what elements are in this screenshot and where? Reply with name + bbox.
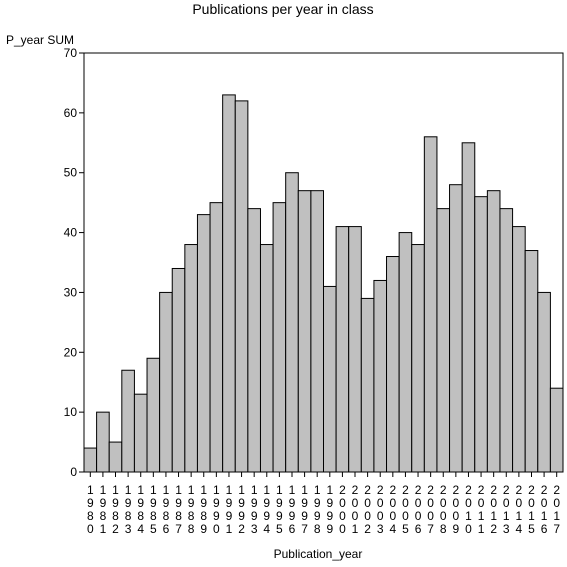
y-tick-label: 50: [64, 166, 78, 180]
bar-1998: [310, 190, 325, 473]
bar-2009: [449, 184, 463, 473]
y-axis-ticks: 0 10 20 30 40 50 60 70: [64, 46, 84, 479]
bar-2012: [486, 190, 501, 473]
bar-1980: [83, 447, 98, 473]
bar-2004: [386, 256, 400, 473]
bar-1981: [96, 411, 110, 473]
bar-1995: [272, 202, 287, 473]
bar-1999: [323, 285, 337, 473]
y-tick-label: 40: [64, 226, 78, 240]
bar-1985: [146, 357, 161, 473]
y-tick-label: 70: [64, 46, 78, 60]
x-axis-ticks: 1 9 8 0 1 9 8 1 1 9 8 2 1 9 8 3 1 9 8 4 1 9 8 5 1 9 8 6 1 9 8 7 1 9 8 8 1 9 8 9…: [87, 472, 560, 536]
bar-2011: [474, 196, 488, 473]
bar-1997: [297, 190, 312, 473]
bar-2007: [423, 136, 438, 473]
bar-2015: [524, 250, 539, 473]
chart-title: Publications per year in class: [192, 1, 373, 17]
bar-2013: [499, 208, 514, 473]
bar-1992: [234, 100, 249, 473]
bar-2014: [512, 226, 526, 473]
bar-2006: [411, 244, 425, 473]
bar-1991: [222, 94, 236, 473]
plot-frame: [83, 52, 564, 473]
y-tick-label: 60: [64, 106, 78, 120]
y-tick-label: 0: [70, 465, 77, 479]
y-tick-label: 20: [64, 345, 78, 359]
bar-2016: [537, 291, 551, 473]
bar-1996: [285, 172, 299, 473]
bar-1982: [108, 441, 123, 473]
y-axis-label: P_year SUM: [6, 33, 74, 47]
y-tick-label: 10: [64, 405, 78, 419]
bar-2008: [436, 208, 451, 473]
bar-1984: [133, 393, 148, 473]
bar-1989: [196, 214, 211, 473]
bar-2002: [360, 297, 375, 473]
bar-2000: [335, 226, 350, 473]
bar-1988: [184, 244, 198, 473]
bar-1983: [121, 369, 135, 473]
bar-2017: [549, 387, 564, 473]
bar-1994: [259, 244, 274, 473]
bar-2003: [373, 279, 388, 473]
bar-2005: [398, 232, 413, 473]
bar-2001: [348, 226, 362, 473]
bar-1993: [247, 208, 261, 473]
bar-1990: [209, 202, 224, 473]
bars: [83, 94, 564, 473]
y-tick-label: 30: [64, 285, 78, 299]
x-axis-label: Publication_year: [274, 547, 363, 561]
bar-1987: [171, 267, 186, 473]
bar-1986: [159, 291, 173, 473]
bar-2010: [461, 142, 476, 473]
